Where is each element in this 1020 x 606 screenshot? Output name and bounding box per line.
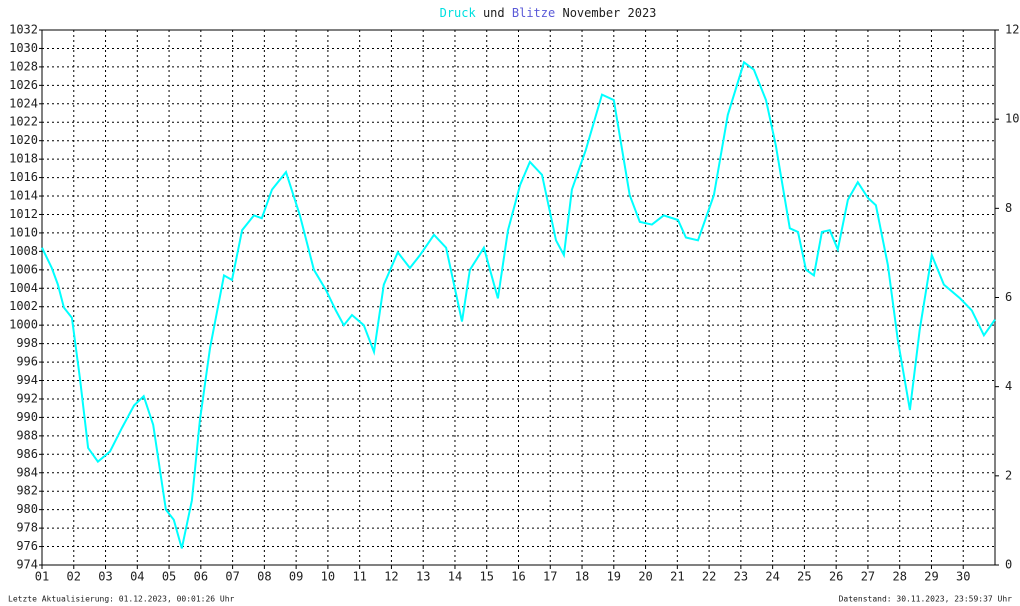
x-tick-label: 18 [575, 570, 589, 584]
x-tick-label: 24 [765, 570, 779, 584]
x-tick-label: 22 [702, 570, 716, 584]
y-tick-label: 1002 [9, 299, 38, 313]
x-tick-label: 02 [67, 570, 81, 584]
x-tick-label: 25 [797, 570, 811, 584]
x-tick-label: 19 [607, 570, 621, 584]
x-tick-label: 30 [956, 570, 970, 584]
title-part: Blitze [512, 6, 555, 20]
x-tick-label: 27 [861, 570, 875, 584]
y-tick-label: 998 [16, 336, 38, 350]
y-tick-label: 1032 [9, 23, 38, 37]
x-tick-label: 14 [448, 570, 462, 584]
footer-right: Datenstand: 30.11.2023, 23:59:37 Uhr [839, 595, 1013, 604]
y-tick-label: 1022 [9, 115, 38, 129]
x-tick-label: 03 [98, 570, 112, 584]
y-tick-label: 1018 [9, 152, 38, 166]
pressure-line [41, 60, 996, 549]
x-tick-label: 15 [480, 570, 494, 584]
y2-tick-label: 0 [1005, 558, 1012, 572]
y2-tick-label: 8 [1005, 201, 1012, 215]
x-tick-label: 28 [892, 570, 906, 584]
y-tick-label: 976 [16, 539, 38, 553]
x-tick-label: 04 [130, 570, 144, 584]
x-tick-label: 20 [638, 570, 652, 584]
y-tick-label: 1000 [9, 318, 38, 332]
title-part: Druck [440, 6, 477, 20]
y-tick-label: 1016 [9, 170, 38, 184]
y-tick-label: 990 [16, 410, 38, 424]
y2-tick-label: 12 [1005, 23, 1019, 37]
chart-title: Druck und Blitze November 2023 [440, 6, 657, 20]
y-tick-label: 996 [16, 355, 38, 369]
y-tick-label: 1010 [9, 225, 38, 239]
y-tick-label: 1014 [9, 189, 38, 203]
y-tick-label: 986 [16, 447, 38, 461]
footer-left: Letzte Aktualisierung: 01.12.2023, 00:01… [8, 595, 235, 604]
y-tick-label: 1012 [9, 207, 38, 221]
x-tick-label: 09 [289, 570, 303, 584]
x-tick-label: 07 [225, 570, 239, 584]
y-tick-label: 1030 [9, 41, 38, 55]
y2-tick-label: 2 [1005, 468, 1012, 482]
y-tick-label: 1026 [9, 78, 38, 92]
y-tick-label: 1004 [9, 281, 38, 295]
x-tick-label: 12 [384, 570, 398, 584]
x-tick-label: 01 [35, 570, 49, 584]
x-tick-label: 16 [511, 570, 525, 584]
y-tick-label: 980 [16, 502, 38, 516]
y-tick-label: 1020 [9, 133, 38, 147]
y-tick-label: 1028 [9, 59, 38, 73]
x-tick-label: 26 [829, 570, 843, 584]
x-tick-label: 29 [924, 570, 938, 584]
x-tick-label: 08 [257, 570, 271, 584]
x-tick-label: 10 [321, 570, 335, 584]
x-tick-label: 23 [734, 570, 748, 584]
y-tick-label: 988 [16, 428, 38, 442]
y-tick-label: 992 [16, 391, 38, 405]
y2-tick-label: 6 [1005, 290, 1012, 304]
y-tick-label: 984 [16, 465, 38, 479]
title-part: und [483, 6, 505, 20]
y-tick-label: 982 [16, 484, 38, 498]
x-tick-label: 06 [194, 570, 208, 584]
y-tick-label: 1024 [9, 96, 38, 110]
x-tick-label: 13 [416, 570, 430, 584]
y2-tick-label: 4 [1005, 379, 1012, 393]
x-tick-label: 05 [162, 570, 176, 584]
x-tick-label: 11 [352, 570, 366, 584]
y-tick-label: 1006 [9, 262, 38, 276]
y-tick-label: 974 [16, 558, 38, 572]
y2-tick-label: 10 [1005, 112, 1019, 126]
y-tick-label: 1008 [9, 244, 38, 258]
y-tick-label: 994 [16, 373, 38, 387]
x-tick-label: 17 [543, 570, 557, 584]
x-tick-label: 21 [670, 570, 684, 584]
y-tick-label: 978 [16, 521, 38, 535]
title-part: November 2023 [562, 6, 656, 20]
